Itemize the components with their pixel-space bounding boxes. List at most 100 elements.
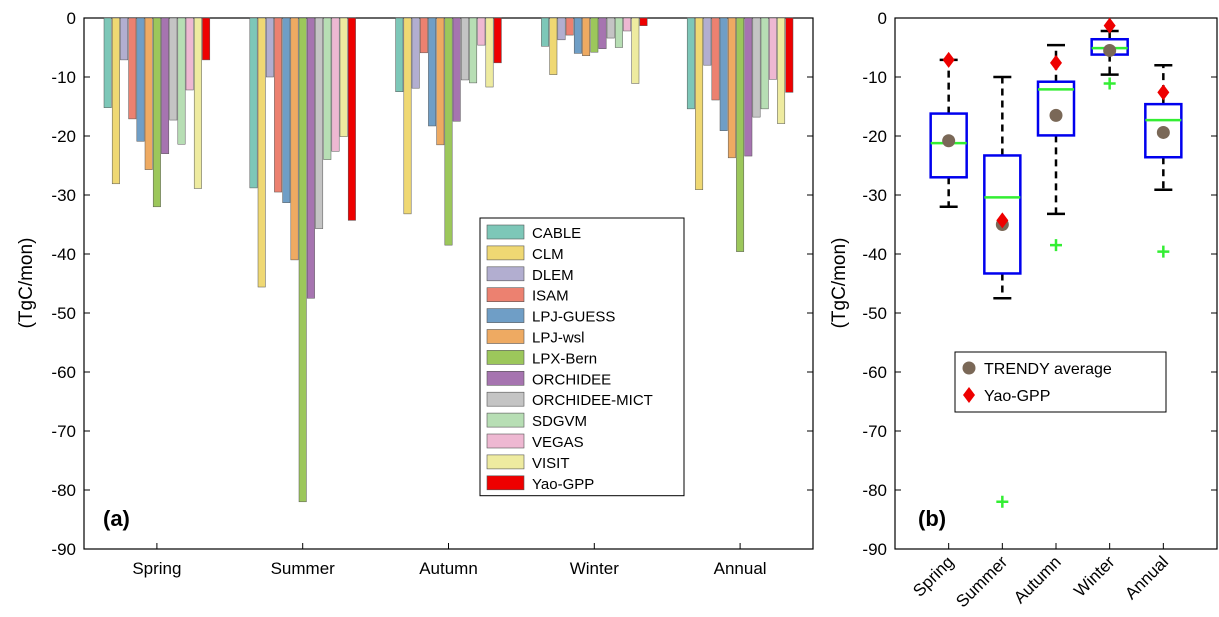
y-axis-label: (TgC/mon): [16, 238, 37, 329]
bar: [315, 17, 324, 229]
bar: [598, 17, 607, 49]
legend-swatch: [486, 454, 525, 470]
legend-swatch: [486, 308, 525, 323]
yao-gpp-marker: [1050, 54, 1062, 71]
bar: [144, 17, 153, 170]
bar: [257, 17, 266, 288]
bar: [103, 17, 112, 108]
legend-swatch: [486, 391, 525, 407]
legend-label: CLM: [532, 246, 564, 263]
bar: [686, 17, 695, 110]
bar: [169, 17, 178, 121]
x-tick-label: Winter: [1070, 552, 1118, 600]
bar: [161, 17, 170, 154]
box: [929, 112, 968, 179]
legend-swatch: [486, 350, 525, 365]
y-tick-label: 0: [67, 9, 76, 28]
bar: [582, 17, 591, 57]
box: [1144, 102, 1183, 159]
legend-swatch: [486, 287, 525, 303]
y-tick-label: -60: [862, 363, 887, 382]
legend-label: ORCHIDEE: [532, 371, 611, 388]
bar: [777, 17, 786, 124]
bar: [631, 17, 640, 84]
outlier-marker: [996, 495, 1009, 508]
bar: [768, 17, 777, 80]
bar-group: [103, 17, 794, 503]
legend-swatch: [486, 412, 525, 428]
yao-gpp-marker: [1103, 17, 1116, 34]
legend-label: LPJ-wsl: [532, 330, 585, 347]
legend-swatch: [486, 224, 525, 240]
bar: [347, 17, 356, 221]
y-tick-label: -40: [862, 245, 887, 264]
bar: [419, 17, 428, 54]
bar: [111, 17, 120, 185]
y-axis-ticks: 0 -10 -20 -30 -40 -50 -60 -70 -80 -90: [51, 9, 813, 559]
bar: [623, 17, 632, 32]
y-tick-label: -60: [51, 363, 76, 382]
bar: [785, 17, 794, 93]
bar: [590, 17, 599, 53]
legend-label: Yao-GPP: [984, 388, 1050, 405]
bar: [136, 17, 145, 142]
x-tick-label: Spring: [909, 552, 957, 600]
y-tick-label: -80: [862, 481, 887, 500]
x-tick-label: Autumn: [419, 559, 478, 578]
y-tick-label: -90: [51, 540, 76, 559]
outlier-marker: [1157, 245, 1170, 258]
y-tick-label: -80: [51, 481, 76, 500]
bar: [744, 17, 753, 157]
panel-label: (b): [918, 506, 946, 531]
bar: [711, 17, 720, 101]
legend-label: SDGVM: [532, 413, 587, 430]
bar: [573, 17, 582, 54]
legend-swatch: [486, 329, 525, 344]
y-tick-label: -40: [51, 245, 76, 264]
legend: TRENDY average Yao-GPP: [954, 351, 1167, 413]
bar: [541, 17, 550, 47]
bar: [639, 17, 648, 26]
bar: [606, 17, 615, 39]
box: [1036, 80, 1076, 137]
bar: [436, 17, 445, 146]
bar: [128, 17, 137, 120]
plot-area: [894, 17, 1218, 550]
legend-box: [954, 351, 1167, 413]
bar: [477, 17, 486, 46]
bar: [120, 17, 129, 61]
bar: [282, 17, 291, 203]
trendy-average-marker: [1049, 108, 1063, 122]
panel-label: (a): [103, 506, 130, 531]
x-tick-label: Summer: [952, 552, 1011, 611]
bar: [339, 17, 348, 137]
bar: [290, 17, 299, 261]
bar: [177, 17, 186, 145]
y-tick-label: -30: [862, 186, 887, 205]
bar: [614, 17, 623, 48]
bar: [719, 17, 728, 131]
y-tick-label: -50: [51, 304, 76, 323]
bar-chart-panel: 0 -10 -20 -30 -40 -50 -60 -70 -80 -90 Spring Summe…: [16, 9, 814, 578]
x-tick-label: Winter: [570, 559, 619, 578]
x-tick-label: Annual: [714, 559, 767, 578]
bar: [323, 17, 332, 160]
x-tick-label: Summer: [271, 559, 336, 578]
bar: [331, 17, 340, 152]
bar: [306, 17, 315, 299]
bar: [185, 17, 194, 91]
trendy-average-marker: [1156, 125, 1170, 139]
y-tick-label: -10: [862, 68, 887, 87]
bar: [695, 17, 704, 190]
bar: [485, 17, 494, 88]
bar: [202, 17, 211, 61]
bar: [752, 17, 761, 118]
bar: [557, 17, 566, 41]
trendy-average-marker: [942, 134, 956, 148]
y-tick-label: -90: [862, 540, 887, 559]
bar: [298, 17, 307, 503]
bar: [469, 17, 478, 84]
